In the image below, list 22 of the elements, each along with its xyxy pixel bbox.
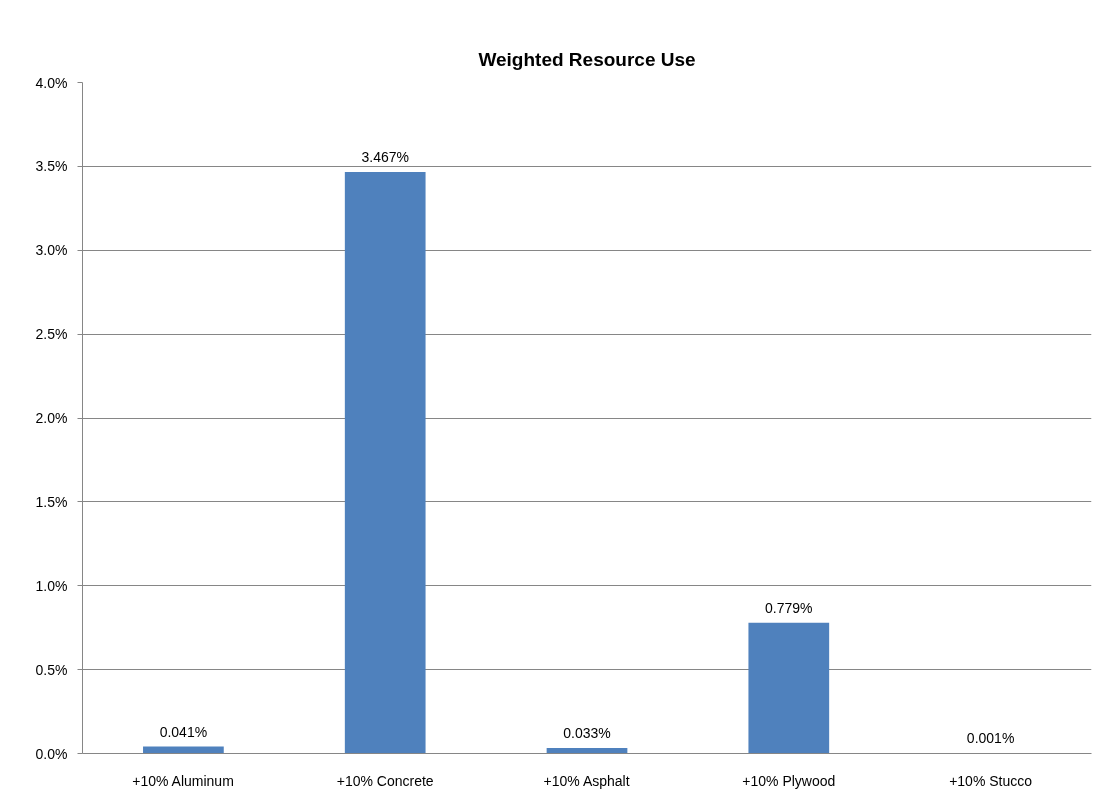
y-tick-label: 0.0% [35,745,68,762]
y-tick-label: 2.5% [35,326,68,343]
data-label: 0.041% [159,723,208,740]
x-tick-label: +10% Asphalt [543,772,630,789]
x-tick-label: +10% Concrete [336,772,434,789]
y-tick-label: 4.0% [35,74,68,91]
data-label: 3.467% [361,148,409,165]
x-tick-label: +10% Aluminum [132,772,234,789]
bar [748,622,830,754]
y-tick-label: 0.5% [35,661,68,678]
bar [344,171,426,754]
data-label: 0.033% [563,724,611,741]
y-tick-label: 1.0% [35,577,68,594]
y-tick-label: 3.0% [35,242,68,259]
chart-title: Weighted Resource Use [478,48,696,70]
data-label: 0.001% [966,730,1015,747]
y-tick-label: 2.0% [35,410,68,426]
y-tick-label: 3.5% [35,158,68,175]
data-label: 0.779% [765,599,813,616]
x-tick-label: +10% Plywood [742,772,836,789]
y-tick-label: 1.5% [35,493,68,510]
x-tick-label: +10% Stucco [949,772,1033,789]
